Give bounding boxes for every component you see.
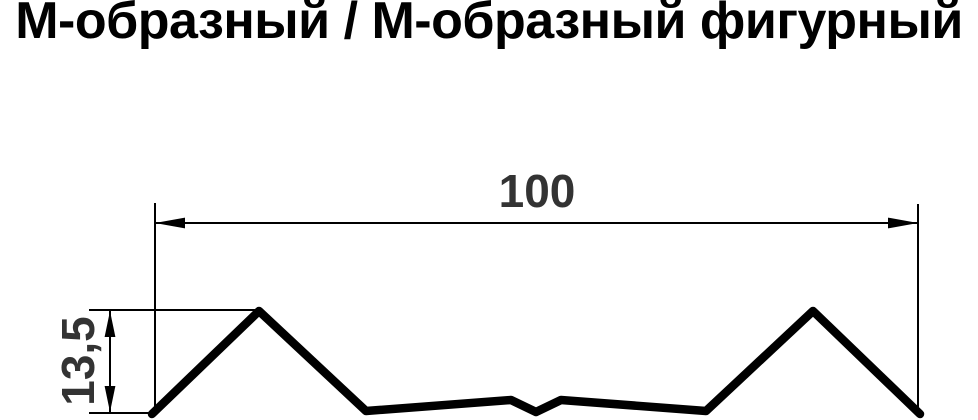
width-arrow-right-icon: [888, 217, 918, 229]
width-dimension-label: 100: [499, 165, 576, 217]
height-arrow-down-icon: [104, 386, 116, 412]
page-title: М-образный / М-образный фигурный: [15, 0, 963, 50]
m-profile-outline: [147, 306, 925, 419]
height-arrow-up-icon: [104, 311, 116, 337]
height-dimension-label: 13,5: [52, 316, 104, 406]
width-arrow-left-icon: [155, 217, 185, 229]
